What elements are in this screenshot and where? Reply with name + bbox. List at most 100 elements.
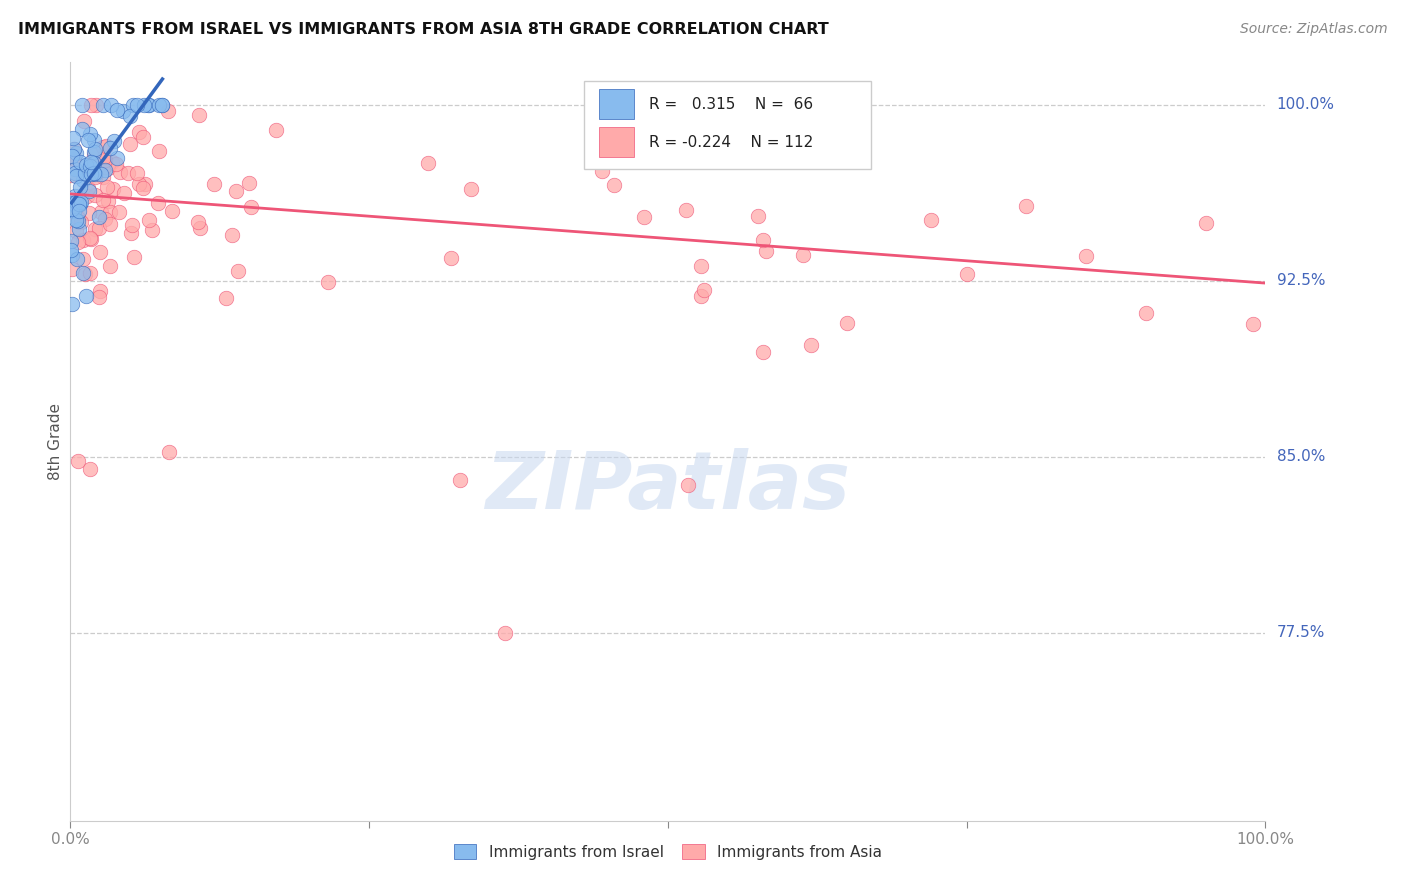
Y-axis label: 8th Grade: 8th Grade (48, 403, 63, 480)
Point (84, 142, 107, 156)
Point (752, 344, 775, 359)
Point (60, 261, 83, 276)
Point (77, 132, 100, 146)
Point (160, 204, 183, 219)
Point (63, 161, 86, 176)
Point (83, 148, 105, 162)
Point (65, 198, 87, 212)
Point (98, 217, 121, 231)
Point (67, 196, 90, 211)
Point (83, 222, 105, 236)
Point (105, 157, 128, 171)
Point (134, 177, 156, 191)
Point (118, 110, 141, 124)
Point (132, 181, 155, 195)
Point (107, 205, 129, 219)
Point (80, 154, 103, 169)
Point (138, 97, 160, 112)
Point (226, 263, 249, 277)
Point (66, 211, 89, 226)
Point (440, 252, 463, 266)
Point (494, 625, 516, 640)
Point (416, 156, 439, 170)
Point (127, 97, 149, 112)
Point (132, 97, 155, 112)
Point (93, 139, 115, 153)
Point (60, 202, 83, 217)
Point (837, 316, 859, 330)
Point (239, 200, 262, 214)
Point (591, 163, 613, 178)
Point (956, 267, 979, 281)
Point (80, 167, 103, 181)
Point (187, 215, 209, 229)
FancyBboxPatch shape (585, 81, 870, 169)
Point (318, 275, 340, 289)
Point (79, 128, 101, 142)
Point (125, 166, 148, 180)
Point (105, 103, 128, 118)
Text: Source: ZipAtlas.com: Source: ZipAtlas.com (1240, 22, 1388, 37)
Point (79, 461, 101, 475)
Point (449, 473, 471, 487)
Point (87, 220, 110, 235)
Point (100, 97, 122, 112)
Point (1076, 249, 1098, 263)
Point (101, 155, 124, 169)
Point (752, 233, 775, 247)
Point (755, 244, 778, 258)
FancyBboxPatch shape (599, 127, 634, 157)
Point (128, 125, 150, 139)
Point (60, 248, 83, 262)
Legend: Immigrants from Israel, Immigrants from Asia: Immigrants from Israel, Immigrants from … (447, 838, 889, 866)
Point (63, 197, 86, 211)
Point (79, 266, 101, 280)
Point (79, 184, 101, 198)
Point (188, 108, 211, 122)
Point (67, 203, 90, 218)
Point (138, 213, 160, 227)
Point (84, 187, 107, 202)
FancyBboxPatch shape (599, 89, 634, 120)
Point (65, 169, 87, 184)
Point (60, 168, 83, 182)
Point (73, 268, 96, 282)
Point (65, 213, 87, 227)
Point (103, 134, 125, 148)
Point (690, 289, 713, 303)
Point (72, 121, 94, 136)
Point (65, 146, 87, 161)
Point (67, 222, 90, 236)
Point (75, 289, 97, 303)
Point (693, 283, 716, 297)
Point (101, 182, 124, 196)
Point (202, 178, 225, 192)
Point (690, 259, 713, 273)
Point (67, 235, 90, 250)
Point (148, 144, 170, 158)
Point (94, 162, 117, 177)
Point (90, 204, 112, 219)
Point (65, 252, 87, 266)
Point (76, 188, 98, 202)
Point (89, 284, 111, 298)
Point (67, 197, 90, 211)
Point (96, 180, 118, 194)
Point (83, 167, 105, 181)
Point (72, 232, 94, 246)
Point (93, 160, 115, 174)
Text: ZIPatlas: ZIPatlas (485, 448, 851, 526)
Point (73, 114, 96, 128)
Point (747, 209, 769, 223)
Point (65, 224, 87, 238)
Point (83, 156, 105, 170)
Point (63, 142, 86, 156)
Point (62, 201, 84, 215)
Point (264, 123, 287, 137)
Point (63, 153, 86, 167)
Point (603, 178, 626, 193)
Point (676, 478, 699, 492)
Point (776, 134, 799, 148)
Point (920, 213, 942, 227)
Point (70, 214, 93, 228)
